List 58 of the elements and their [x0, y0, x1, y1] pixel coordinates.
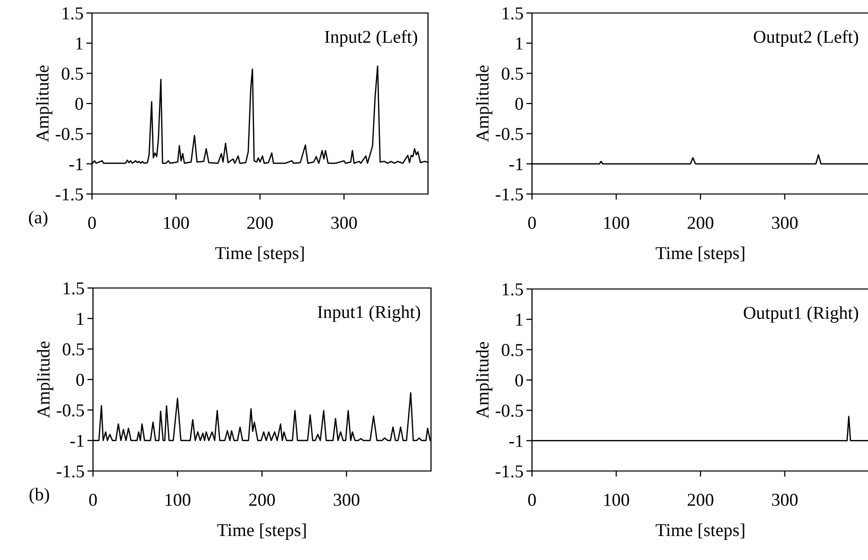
x-tick-label: 100 — [604, 494, 630, 506]
x-tick-label: 200 — [688, 216, 714, 229]
text: Output1 (Right) — [744, 306, 858, 323]
y-tick-label: 1 — [516, 314, 523, 326]
y-axis-title: Amplitude — [36, 342, 54, 418]
y-tick-label: 1 — [76, 38, 83, 50]
x-tick-label: 200 — [247, 216, 273, 229]
x-tick-label: 300 — [331, 216, 357, 229]
y-axis-title: Amplitude — [476, 66, 492, 142]
y-tick-label: -1 — [509, 435, 523, 447]
y-tick-label: 0 — [76, 374, 84, 386]
y-tick-label: -1.5 — [496, 465, 523, 478]
y-tick-label: 0 — [515, 374, 523, 386]
y-tick-label: 1.5 — [502, 283, 523, 296]
y-tick-label: -0.5 — [56, 128, 83, 140]
y-tick-label: 0.5 — [502, 68, 523, 80]
x-tick-label: 200 — [688, 494, 714, 506]
x-axis-title: Time [steps] — [215, 246, 304, 263]
x-axis-title: Time [steps] — [656, 246, 744, 263]
text: Output2 (Left) — [754, 30, 858, 47]
y-tick-label: -1.5 — [56, 465, 84, 478]
y-tick-label: 0 — [75, 98, 83, 110]
y-tick-label: 0 — [515, 98, 523, 110]
y-tick-label: -1 — [70, 434, 84, 447]
x-axis-title: Time [steps] — [656, 523, 744, 540]
y-tick-label: -0.5 — [496, 404, 523, 417]
y-tick-label: 1.5 — [64, 282, 84, 295]
y-tick-label: 0.5 — [62, 68, 83, 80]
x-tick-label: 0 — [88, 216, 96, 229]
y-tick-label: -1 — [509, 158, 523, 170]
text: Input2 (Left) — [324, 30, 418, 47]
x-tick-label: 0 — [528, 216, 536, 229]
y-tick-label: 1 — [516, 38, 523, 50]
x-tick-label: 300 — [334, 494, 360, 506]
y-tick-label: -1.5 — [56, 188, 83, 201]
x-tick-label: 100 — [604, 216, 630, 229]
x-tick-label: 0 — [89, 494, 97, 506]
y-tick-label: 0.5 — [62, 343, 84, 356]
y-tick-label: -1.5 — [496, 188, 523, 201]
y-axis-title: Amplitude — [476, 342, 492, 418]
y-tick-label: 1.5 — [62, 7, 83, 20]
text: Input1 (Right) — [318, 305, 420, 322]
y-tick-label: 1.5 — [502, 7, 523, 20]
y-tick-label: 1 — [77, 312, 84, 325]
text: (b) — [30, 488, 50, 504]
x-tick-label: 300 — [772, 494, 798, 506]
x-tick-label: 100 — [164, 216, 189, 229]
x-tick-label: 300 — [772, 216, 798, 229]
x-tick-label: 200 — [249, 494, 275, 506]
y-tick-label: 0.5 — [502, 344, 523, 356]
y-tick-label: -0.5 — [56, 404, 84, 417]
text: (a) — [28, 210, 48, 228]
x-axis-title: Time [steps] — [217, 523, 306, 540]
x-tick-label: 100 — [166, 494, 190, 506]
y-tick-label: -0.5 — [496, 128, 523, 140]
y-axis-title: Amplitude — [36, 66, 52, 142]
y-tick-label: -1 — [69, 158, 83, 170]
x-tick-label: 0 — [528, 494, 536, 506]
